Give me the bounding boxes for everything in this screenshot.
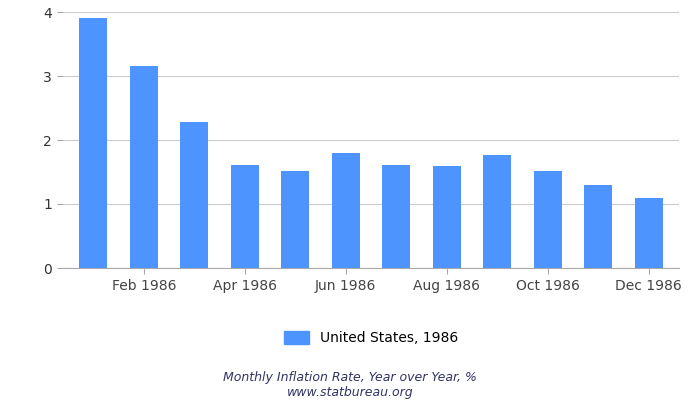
Bar	[483, 155, 511, 268]
Bar	[231, 165, 259, 268]
Bar	[181, 122, 208, 268]
Bar	[433, 166, 461, 268]
Text: Monthly Inflation Rate, Year over Year, %: Monthly Inflation Rate, Year over Year, …	[223, 372, 477, 384]
Bar	[332, 154, 360, 268]
Bar	[130, 66, 158, 268]
Bar	[635, 198, 663, 268]
Text: www.statbureau.org: www.statbureau.org	[287, 386, 413, 399]
Bar	[79, 18, 107, 268]
Legend: United States, 1986: United States, 1986	[284, 331, 458, 345]
Bar	[281, 171, 309, 268]
Bar	[584, 185, 612, 268]
Bar	[382, 165, 410, 268]
Bar	[534, 171, 561, 268]
